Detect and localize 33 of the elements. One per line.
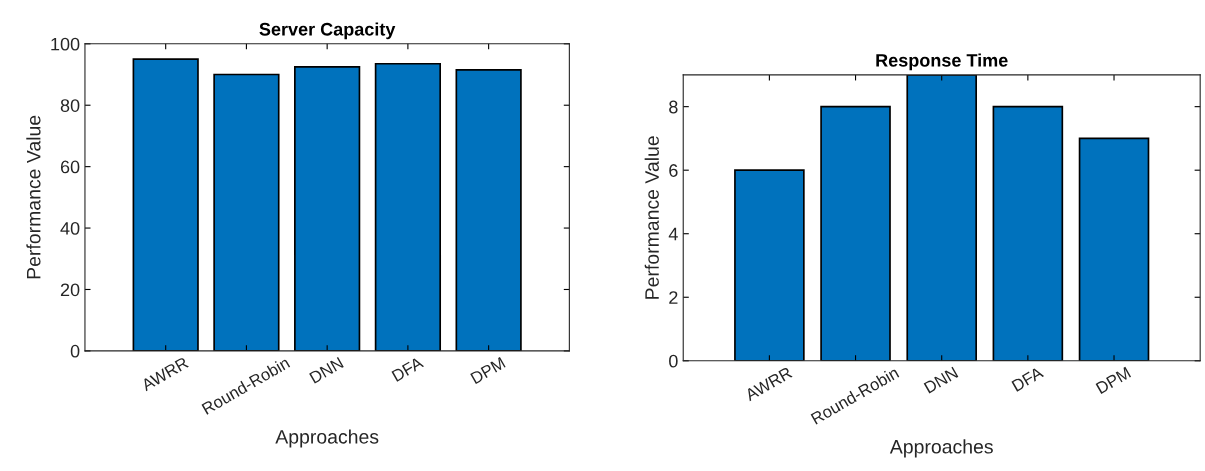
chart-title: Server Capacity: [259, 22, 396, 40]
x-tick-label: DPM: [470, 356, 506, 385]
y-tick-label: 20: [60, 283, 80, 297]
y-axis-title: Performance Value: [26, 115, 41, 279]
x-tick-label: DFA: [391, 356, 425, 382]
y-tick-label: 2: [669, 291, 678, 304]
x-tick-label: DFA: [1011, 366, 1045, 392]
y-tick-label: 80: [60, 99, 80, 112]
y-tick-label: 60: [60, 160, 80, 174]
y-tick-label: 40: [60, 221, 80, 235]
bar: [992, 105, 1064, 361]
y-axis-title: Performance Value: [644, 136, 659, 299]
x-tick-label: DNN: [923, 366, 959, 394]
bar: [294, 65, 361, 351]
chart-title: Response Time: [876, 53, 1008, 71]
y-tick-label: 6: [669, 164, 678, 177]
y-tick-label: 0: [669, 354, 678, 368]
bar: [213, 73, 280, 351]
bar: [1078, 137, 1150, 361]
y-tick-label: 100: [51, 37, 80, 51]
bar: [820, 105, 891, 361]
bar: [734, 169, 805, 361]
x-tick-label: DNN: [309, 356, 344, 384]
bar: [374, 62, 442, 351]
y-tick-label: 8: [669, 100, 678, 114]
y-tick-label: 0: [70, 344, 80, 358]
bar: [132, 58, 199, 351]
x-tick-label: DPM: [1095, 366, 1132, 394]
x-axis-title: Approaches: [275, 429, 379, 448]
y-tick-label: 4: [668, 227, 678, 241]
bar: [455, 69, 522, 351]
x-axis-title: Approaches: [889, 439, 993, 458]
bar: [906, 74, 978, 361]
